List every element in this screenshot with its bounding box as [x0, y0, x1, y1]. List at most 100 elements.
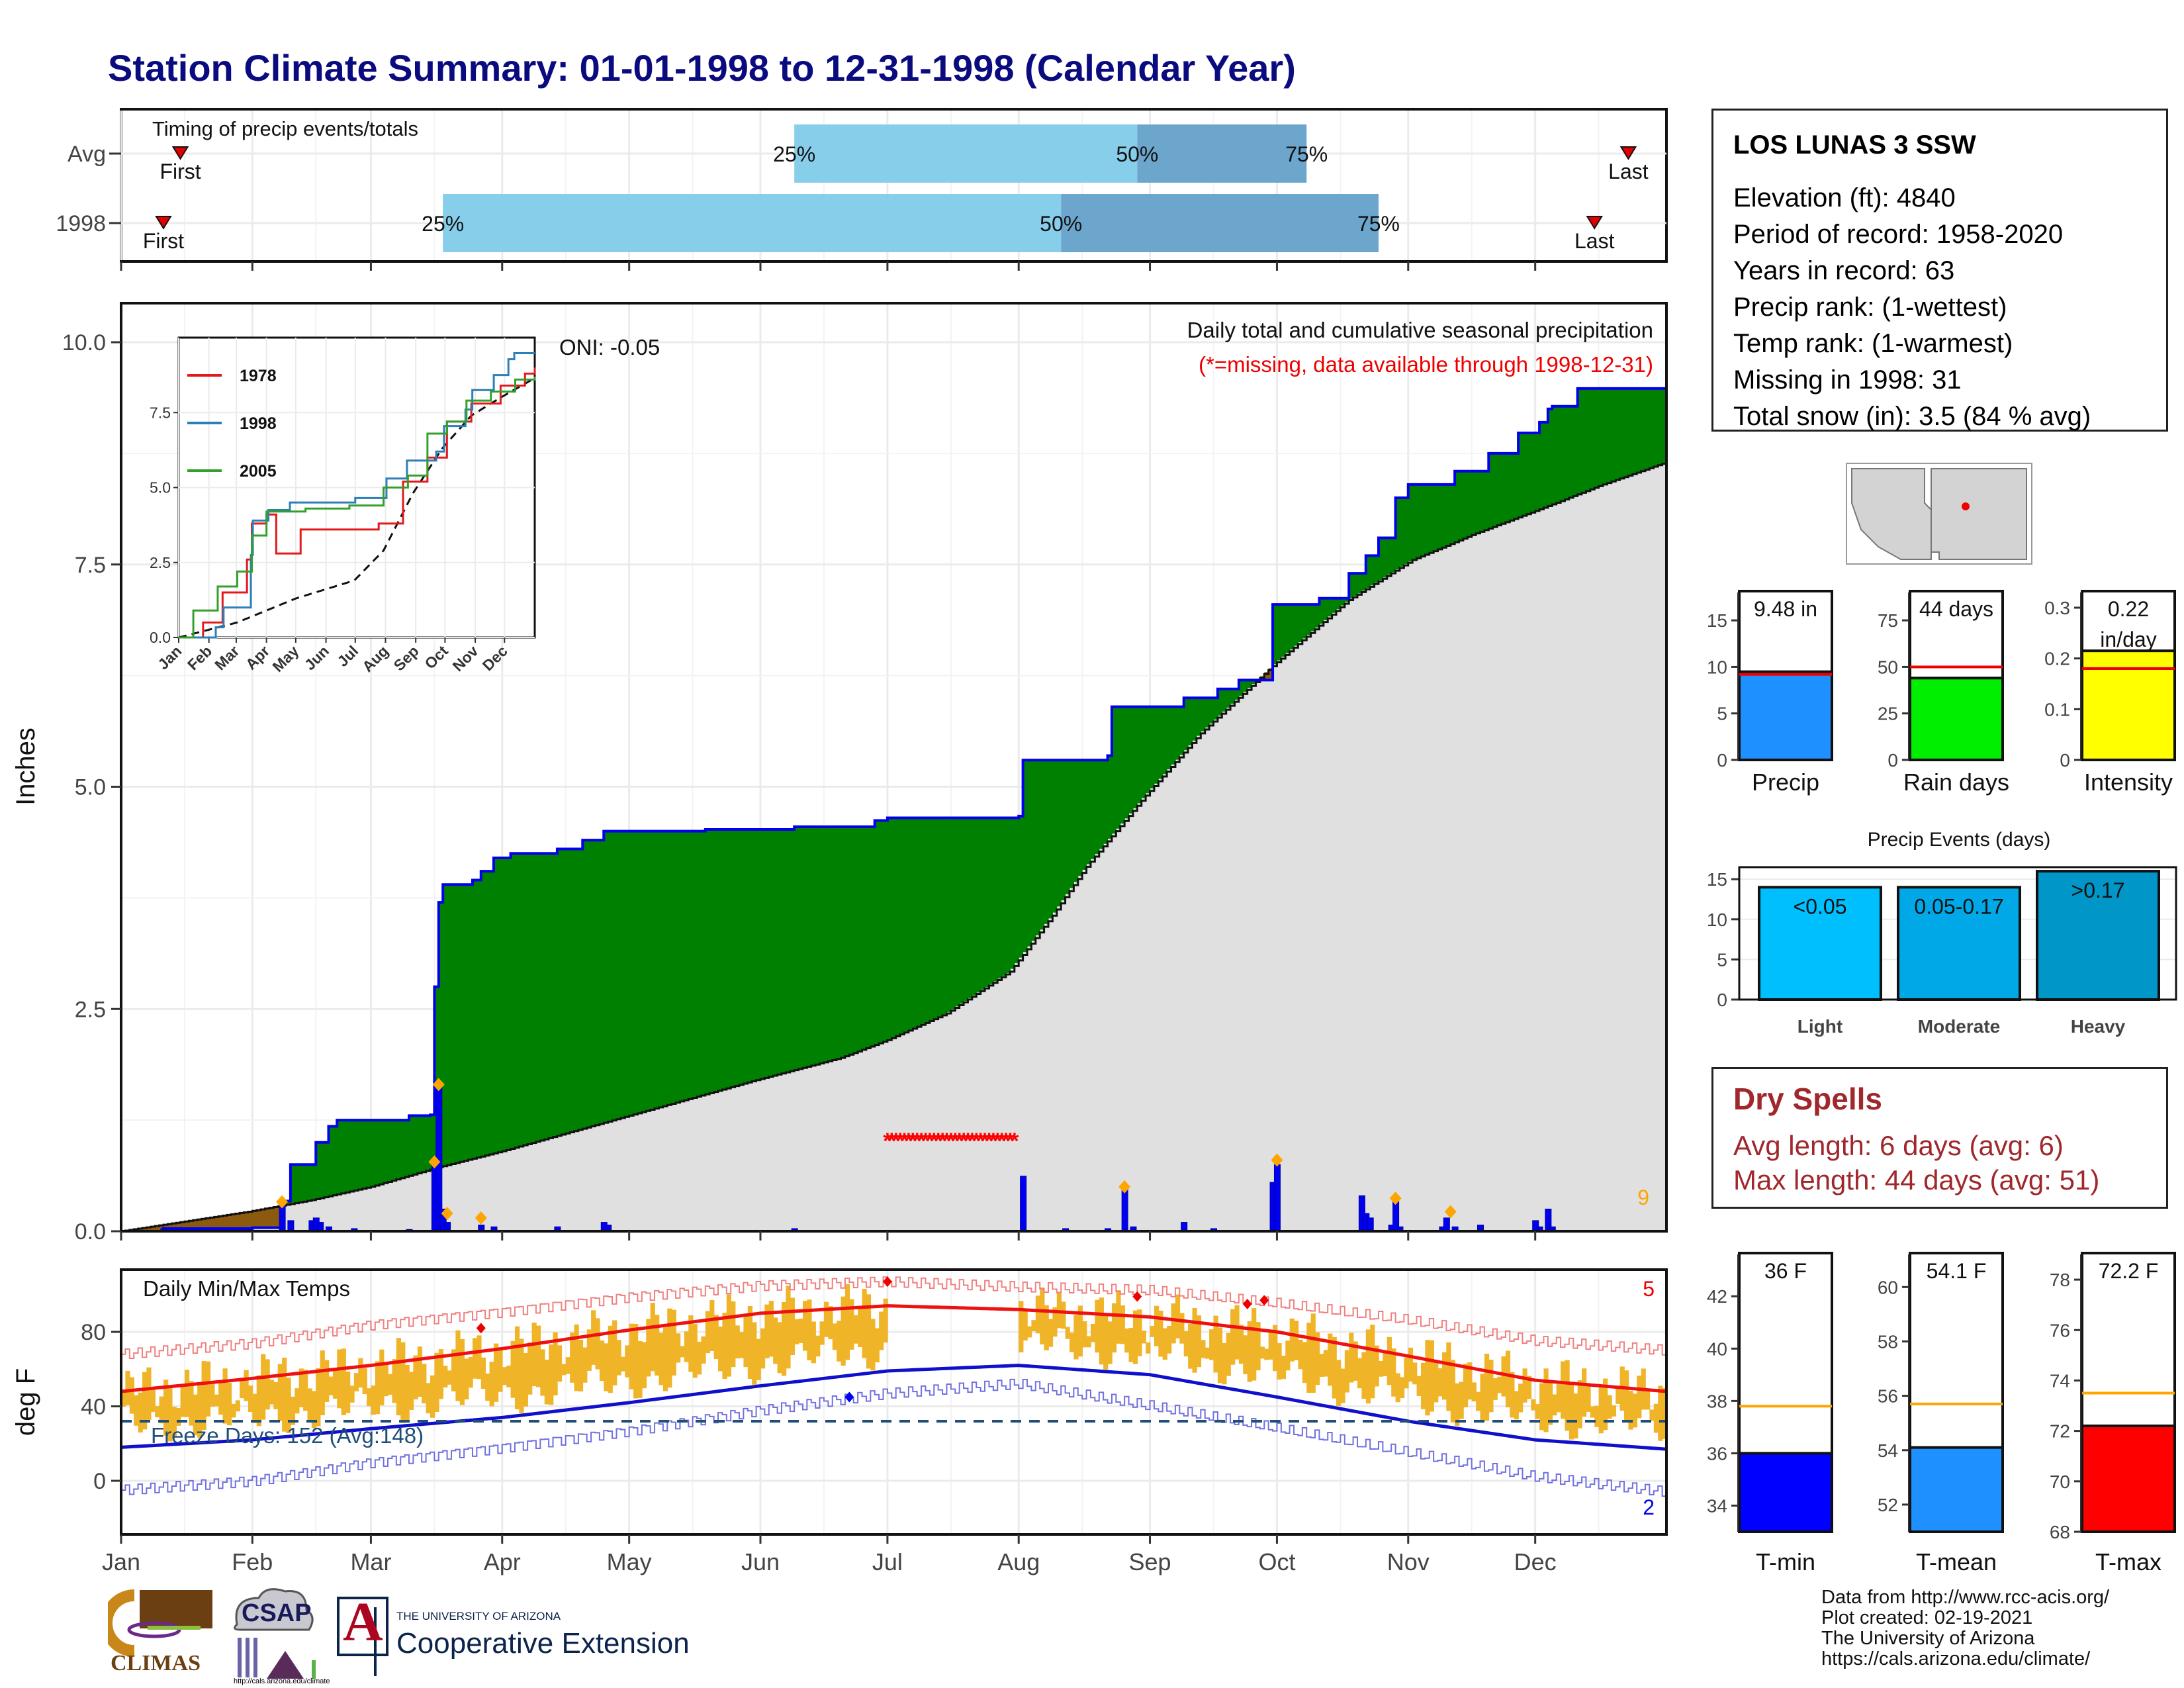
below-average-fill [159, 1225, 164, 1231]
above-average-fill [1090, 760, 1095, 859]
temps-y-tick-label: 80 [81, 1320, 106, 1345]
daily-temp-bar [1505, 1350, 1511, 1408]
daily-temp-bar [125, 1370, 130, 1405]
above-average-fill [1383, 538, 1388, 578]
daily-temp-bar [1332, 1336, 1337, 1399]
daily-temp-bar [358, 1358, 363, 1388]
above-average-fill [1336, 598, 1342, 610]
daily-temp-bar [201, 1361, 206, 1430]
above-average-fill [1179, 706, 1185, 755]
record-high-marker [882, 1276, 892, 1288]
daily-temp-bar [1255, 1322, 1261, 1371]
daily-temp-bar [802, 1301, 808, 1351]
events-frame [1738, 866, 2177, 1001]
above-average-fill [777, 829, 782, 1074]
above-average-fill [544, 853, 549, 1139]
precip-frame [120, 302, 1668, 1233]
above-average-fill [375, 1120, 380, 1186]
above-average-fill [1086, 760, 1091, 865]
first-marker [171, 146, 189, 160]
below-average-fill [261, 1209, 266, 1228]
above-average-fill [1310, 604, 1316, 632]
above-average-fill [1658, 388, 1663, 465]
month-label: Jul [872, 1548, 903, 1575]
daily-temp-bar [1196, 1315, 1202, 1368]
above-average-fill [1095, 760, 1100, 855]
precip-y-tick-label: 10.0 [62, 330, 106, 355]
above-average-fill [1437, 484, 1443, 549]
inset-legend-label: 2005 [240, 462, 277, 481]
new-mexico-shape [1931, 468, 2027, 560]
daily-temp-bar [295, 1388, 300, 1414]
above-average-fill [1370, 555, 1375, 586]
inset-y-tick-label: 2.5 [150, 554, 171, 571]
above-average-fill [1649, 388, 1655, 468]
precip-y-tick-label: 2.5 [75, 997, 106, 1022]
daily-temp-bar [849, 1299, 854, 1350]
daily-temp-bar [341, 1348, 346, 1415]
daily-temp-bar [676, 1333, 681, 1363]
above-average-fill [422, 1115, 427, 1172]
daily-temp-bar [324, 1360, 330, 1402]
above-average-fill [514, 853, 520, 1147]
daily-temp-bar [1073, 1315, 1079, 1360]
above-average-fill [841, 826, 846, 1057]
daily-temp-bar [726, 1294, 732, 1377]
daily-temp-bar [790, 1297, 795, 1356]
above-average-fill [472, 880, 477, 1158]
daily-temp-bar [870, 1319, 876, 1371]
daily-temp-bar [1027, 1326, 1032, 1338]
above-average-fill [1556, 406, 1561, 502]
daily-temp-bar [472, 1338, 478, 1379]
daily-temp-bar [1603, 1378, 1608, 1430]
daily-temp-bar [150, 1388, 156, 1413]
summary-label: Intensity [2084, 769, 2173, 796]
daily-temp-bar [1298, 1339, 1303, 1370]
daily-precip-bar [1273, 1164, 1281, 1232]
summary-value-text: in/day [2100, 628, 2156, 651]
above-average-fill [443, 884, 448, 1166]
above-average-fill [371, 1120, 376, 1186]
daily-temp-bar [256, 1375, 261, 1427]
above-average-fill [989, 818, 994, 984]
above-average-fill [959, 818, 964, 1004]
above-average-fill [540, 853, 545, 1141]
daily-temp-bar [392, 1359, 397, 1403]
daily-temp-bar [1107, 1321, 1113, 1364]
daily-temp-bar [1408, 1347, 1413, 1382]
daily-temp-bar [286, 1378, 291, 1434]
summary-y-tick-label: 58 [1878, 1331, 1898, 1352]
daily-temp-bar [1455, 1383, 1460, 1426]
precip-extreme-count: 9 [1637, 1186, 1649, 1209]
summary-bar-T-mean [1909, 1446, 2004, 1534]
above-average-fill [316, 1142, 321, 1199]
daily-temp-bar [400, 1342, 406, 1423]
below-average-fill [218, 1215, 224, 1229]
above-average-fill [662, 831, 668, 1106]
daily-temp-bar [641, 1342, 647, 1389]
summary-y-tick-label: 38 [1707, 1391, 1727, 1411]
summary-y-tick-label: 0.3 [2044, 598, 2070, 618]
daily-temp-bar [841, 1296, 846, 1366]
above-average-fill [345, 1120, 351, 1192]
missing-data-marker: * [917, 1129, 926, 1154]
above-average-fill [1476, 471, 1481, 533]
daily-temp-bar [1370, 1325, 1375, 1399]
summary-y-tick-label: 70 [2050, 1472, 2070, 1492]
daily-temp-bar [819, 1321, 825, 1345]
daily-temp-bar [599, 1340, 605, 1382]
above-average-fill [1632, 388, 1637, 474]
above-average-fill [586, 840, 592, 1127]
summary-y-tick-label: 50 [1878, 657, 1898, 677]
daily-temp-bar [1547, 1380, 1553, 1425]
above-average-fill [1103, 760, 1109, 844]
below-average-fill [193, 1219, 198, 1229]
above-average-fill [1281, 604, 1286, 657]
daily-temp-bar [1217, 1327, 1223, 1383]
daily-temp-bar [828, 1306, 833, 1340]
above-average-fill [735, 829, 740, 1086]
daily-temp-bar [1658, 1385, 1663, 1441]
daily-precip-bar [1443, 1217, 1450, 1232]
above-average-fill [1298, 604, 1303, 643]
inset-average-line [178, 377, 535, 639]
